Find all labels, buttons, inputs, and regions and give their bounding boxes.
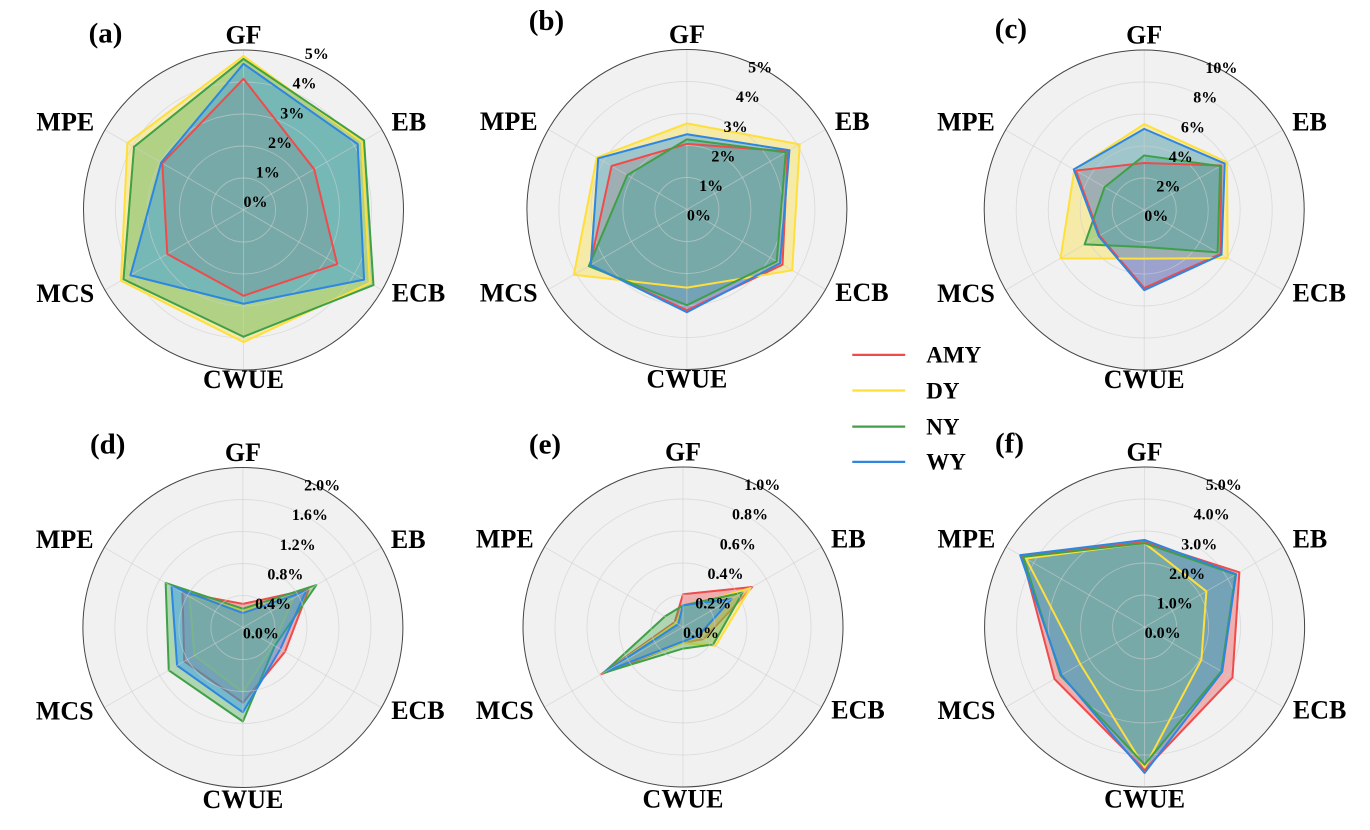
svg-text:0%: 0% [244, 194, 268, 211]
svg-text:MCS: MCS [36, 279, 94, 308]
svg-text:4%: 4% [293, 76, 317, 93]
svg-text:MCS: MCS [36, 696, 94, 725]
svg-text:NY: NY [926, 414, 960, 439]
svg-text:EB: EB [835, 107, 870, 136]
svg-text:0.0%: 0.0% [1145, 625, 1181, 642]
svg-text:ECB: ECB [1293, 279, 1346, 308]
svg-text:EB: EB [392, 108, 427, 137]
svg-text:WY: WY [926, 450, 966, 475]
svg-text:10%: 10% [1205, 60, 1237, 77]
svg-text:0.8%: 0.8% [267, 566, 303, 583]
svg-text:GF: GF [669, 20, 705, 49]
svg-text:MCS: MCS [938, 696, 996, 725]
svg-text:0.4%: 0.4% [708, 566, 744, 583]
svg-text:CWUE: CWUE [203, 365, 284, 394]
svg-text:MPE: MPE [476, 525, 534, 554]
svg-text:0%: 0% [1144, 208, 1168, 225]
svg-text:0.6%: 0.6% [720, 536, 756, 553]
svg-text:AMY: AMY [926, 343, 981, 368]
svg-text:MCS: MCS [476, 696, 534, 725]
svg-text:0.8%: 0.8% [732, 507, 768, 524]
svg-text:8%: 8% [1193, 90, 1217, 107]
svg-text:MPE: MPE [36, 108, 94, 137]
svg-text:1%: 1% [256, 164, 280, 181]
svg-text:0%: 0% [687, 208, 711, 225]
svg-text:CWUE: CWUE [1104, 365, 1185, 394]
svg-text:(a): (a) [89, 17, 123, 49]
svg-text:MPE: MPE [36, 525, 94, 554]
svg-text:4%: 4% [1169, 149, 1193, 166]
svg-text:5%: 5% [748, 60, 772, 77]
svg-text:5.0%: 5.0% [1206, 477, 1242, 494]
svg-text:GF: GF [225, 21, 261, 50]
svg-text:MPE: MPE [480, 107, 538, 136]
svg-text:(b): (b) [529, 5, 564, 37]
svg-text:GF: GF [225, 438, 261, 467]
svg-text:CWUE: CWUE [1104, 784, 1185, 813]
svg-text:0.2%: 0.2% [695, 595, 731, 612]
svg-text:1%: 1% [699, 178, 723, 195]
svg-text:GF: GF [1126, 21, 1162, 50]
svg-text:EB: EB [1292, 108, 1327, 137]
svg-text:2.0%: 2.0% [1169, 566, 1205, 583]
svg-text:3.0%: 3.0% [1181, 536, 1217, 553]
svg-text:ECB: ECB [1293, 696, 1346, 725]
svg-text:(f): (f) [995, 428, 1024, 460]
svg-text:(e): (e) [529, 429, 561, 461]
svg-text:1.0%: 1.0% [744, 477, 780, 494]
svg-text:CWUE: CWUE [202, 785, 283, 814]
svg-text:EB: EB [1293, 525, 1328, 554]
svg-text:6%: 6% [1181, 119, 1205, 136]
svg-text:0.0%: 0.0% [243, 626, 279, 643]
svg-text:EB: EB [831, 525, 866, 554]
svg-text:DY: DY [926, 378, 960, 403]
svg-text:3%: 3% [724, 119, 748, 136]
svg-text:2%: 2% [711, 148, 735, 165]
svg-text:MPE: MPE [937, 108, 995, 137]
svg-text:(d): (d) [90, 428, 125, 460]
svg-text:5%: 5% [305, 46, 329, 63]
svg-text:2%: 2% [268, 135, 292, 152]
svg-text:ECB: ECB [835, 278, 888, 307]
svg-text:ECB: ECB [391, 696, 444, 725]
svg-text:1.6%: 1.6% [292, 507, 328, 524]
svg-text:4.0%: 4.0% [1194, 507, 1230, 524]
svg-text:GF: GF [665, 438, 701, 467]
svg-text:0.0%: 0.0% [683, 625, 719, 642]
svg-text:4%: 4% [736, 89, 760, 106]
svg-text:EB: EB [391, 525, 426, 554]
svg-text:1.2%: 1.2% [280, 537, 316, 554]
svg-text:(c): (c) [995, 13, 1027, 45]
svg-text:3%: 3% [280, 105, 304, 122]
svg-text:0.4%: 0.4% [255, 596, 291, 613]
svg-text:MPE: MPE [938, 525, 996, 554]
svg-text:MCS: MCS [937, 279, 995, 308]
svg-text:CWUE: CWUE [643, 784, 724, 813]
svg-text:2%: 2% [1156, 178, 1180, 195]
svg-text:1.0%: 1.0% [1157, 595, 1193, 612]
svg-text:ECB: ECB [831, 696, 884, 725]
svg-text:GF: GF [1127, 438, 1163, 467]
svg-text:2.0%: 2.0% [304, 478, 340, 495]
svg-text:MCS: MCS [480, 278, 538, 307]
svg-text:CWUE: CWUE [646, 364, 727, 393]
svg-text:ECB: ECB [392, 279, 445, 308]
